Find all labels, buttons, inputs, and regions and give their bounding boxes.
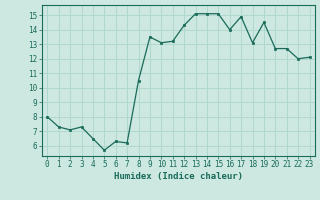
X-axis label: Humidex (Indice chaleur): Humidex (Indice chaleur) (114, 172, 243, 181)
